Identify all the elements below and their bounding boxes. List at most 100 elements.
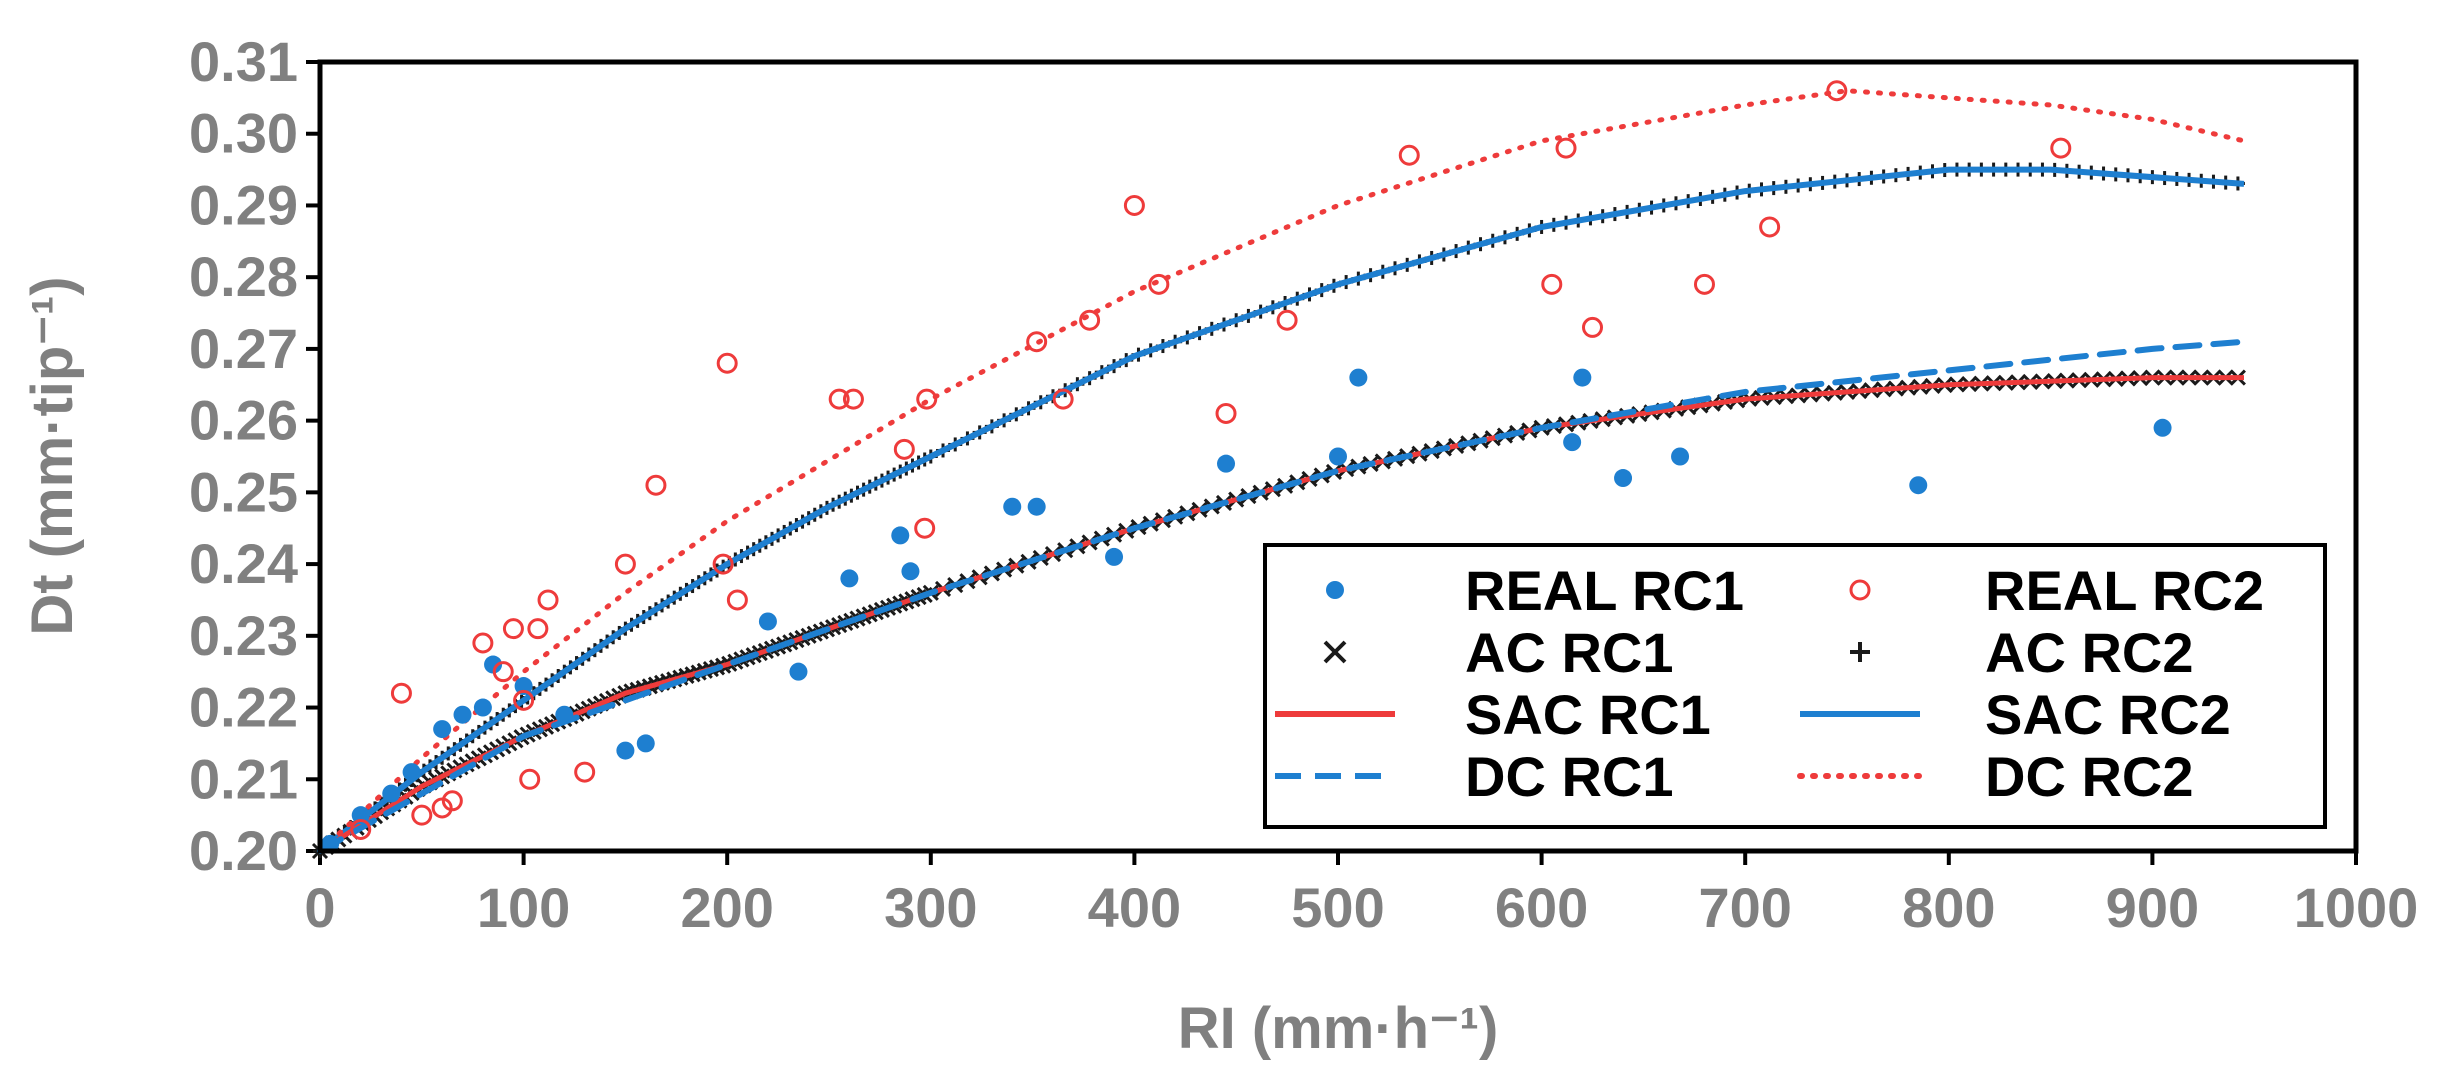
legend-box (1263, 543, 2327, 829)
real-rc2-point (1148, 273, 1170, 295)
real-rc1-point (1217, 454, 1236, 473)
real-rc2-point (645, 474, 667, 496)
y-axis-title: Dt (mm·tip⁻¹) (20, 276, 85, 635)
real-rc1-point (1573, 368, 1592, 387)
plot-frame (317, 59, 2359, 854)
real-rc1-point (1671, 447, 1690, 466)
real-rc1-point (1105, 547, 1124, 566)
y-tick-label: 0.21 (189, 747, 298, 810)
real-rc1-point (402, 763, 421, 782)
x-tick-label: 600 (1495, 876, 1588, 939)
legend: REAL RC1 REAL RC2 AC RC1 AC RC2 SAC RC1 SAC R… (1263, 543, 2327, 829)
x-tick-label: 900 (2106, 876, 2199, 939)
legend-label: REAL RC2 (1985, 559, 2264, 622)
real-rc1-point (1003, 497, 1022, 516)
real-rc2-point (574, 761, 596, 783)
y-tick-label: 0.23 (189, 604, 298, 667)
real-rc2-point (712, 553, 734, 575)
legend-label: DC RC1 (1465, 745, 1673, 808)
real-rc1-point (433, 720, 452, 739)
real-rc1-point (901, 562, 920, 581)
real-rc1-point (473, 698, 492, 717)
y-tick-label: 0.20 (189, 819, 298, 882)
legend-x-stroke (1323, 640, 1347, 664)
real-rc2-point (914, 517, 936, 539)
real-rc2-point (1582, 316, 1603, 338)
y-tick-label: 0.24 (189, 532, 298, 595)
real-rc1-point (636, 734, 655, 753)
real-rc2-point (519, 768, 541, 790)
legend-circle-icon (1849, 579, 1871, 601)
legend-x-icon (1323, 640, 1347, 664)
real-rc2-point (1826, 80, 1848, 102)
real-rc2-point (492, 661, 514, 683)
real-rc2-point (1123, 194, 1145, 216)
real-rc2-point (614, 553, 636, 575)
real-rc2-point (1541, 273, 1563, 295)
real-rc2-point (527, 618, 549, 640)
real-rc1-point (789, 662, 808, 681)
real-rc2-point (472, 632, 494, 654)
real-rc1-point (1614, 469, 1633, 488)
real-rc2-point (441, 790, 463, 812)
real-rc1-point (382, 784, 401, 803)
x-tick-label: 1000 (2294, 876, 2419, 939)
y-tick-label: 0.22 (189, 676, 298, 739)
legend-label: AC RC1 (1465, 621, 1673, 684)
x-tick-label: 300 (884, 876, 977, 939)
x-tick-label: 400 (1088, 876, 1181, 939)
real-rc2-point (2050, 137, 2072, 159)
real-rc1-point (555, 705, 574, 724)
real-rc2-point (716, 352, 738, 374)
real-rc2-point (1276, 309, 1298, 331)
real-rc1-point (514, 677, 533, 696)
y-tick-label: 0.25 (189, 460, 298, 523)
real-rc2-point (1079, 309, 1101, 331)
sac-rc2-line (318, 166, 2245, 854)
real-rc1-point (453, 705, 472, 724)
legend-dot-icon (1326, 581, 1344, 599)
real-rc1-point (1563, 433, 1582, 452)
real-rc2-point (893, 438, 915, 460)
dc-rc2-line (317, 88, 2247, 854)
x-tick-label: 800 (1902, 876, 1995, 939)
legend-plus-icon (1850, 642, 1870, 662)
x-tick-label: 200 (680, 876, 773, 939)
real-rc1-point (321, 834, 340, 853)
y-axis: 0.20 0.21 0.22 0.23 0.24 0.25 0.26 0.27 0.28 0.29… (189, 30, 320, 882)
real-rc2-point (537, 589, 559, 611)
real-rc2-point (1555, 137, 1577, 159)
real-rc1-point (840, 569, 859, 588)
plot-area (311, 80, 2247, 860)
legend-label: AC RC2 (1985, 621, 2193, 684)
real-rc1-point (2153, 418, 2172, 437)
legend-label: SAC RC2 (1985, 683, 2231, 746)
real-rc2-point (502, 618, 524, 640)
real-rc1-point (1329, 447, 1347, 466)
real-rc2-point (726, 589, 748, 611)
real-rc2-point (1026, 331, 1048, 353)
real-rc2-point (1759, 216, 1781, 238)
real-rc1-point (1027, 497, 1046, 516)
real-rc1-point (891, 526, 910, 545)
real-rc1-point (1349, 368, 1368, 387)
real-rc1-point (1909, 476, 1928, 495)
real-rc1-point (616, 741, 635, 760)
real-rc2-point (828, 388, 850, 410)
x-axis-title: RI (mm·h⁻¹) (1178, 996, 1499, 1061)
y-tick-label: 0.28 (189, 245, 298, 308)
y-tick-label: 0.29 (189, 173, 298, 236)
real-rc2-point (1693, 273, 1715, 295)
x-tick-label: 100 (477, 876, 570, 939)
real-rc2-point (350, 818, 372, 840)
real-rc2-point (1052, 388, 1074, 410)
x-tick-label: 500 (1291, 876, 1384, 939)
legend-label: REAL RC1 (1465, 559, 1744, 622)
y-tick-label: 0.26 (189, 389, 298, 452)
real-rc2-point (390, 682, 412, 704)
real-rc2-point (513, 689, 535, 711)
real-rc1-point (758, 612, 777, 631)
y-tick-label: 0.31 (189, 30, 298, 93)
